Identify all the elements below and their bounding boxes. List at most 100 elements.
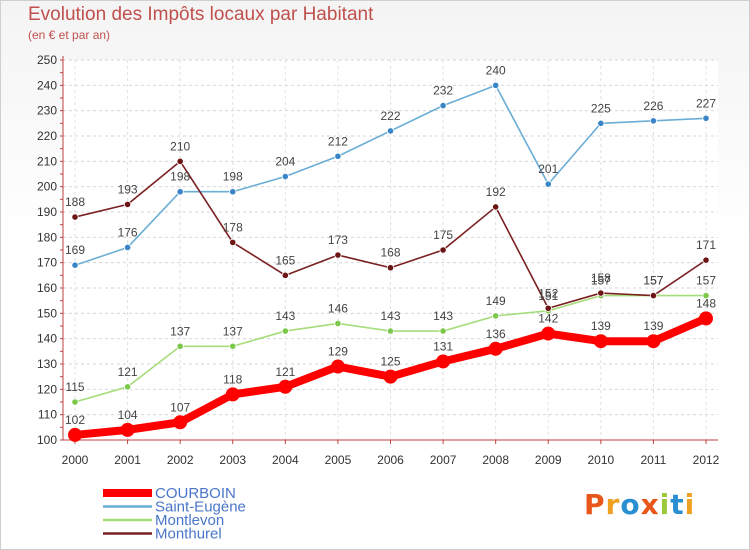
data-point-monthurel	[229, 238, 237, 246]
data-label-saint-eug-ne: 227	[696, 96, 716, 110]
data-label-courboin: 142	[538, 312, 558, 326]
y-tick-label: 180	[37, 230, 57, 244]
data-point-montlevon	[439, 327, 447, 335]
data-label-montlevon: 115	[65, 380, 84, 394]
data-point-saint-eug-ne	[334, 152, 342, 160]
data-label-montlevon: 149	[486, 294, 506, 308]
y-tick-label: 120	[37, 382, 57, 396]
logo-letter: x	[640, 488, 660, 521]
data-point-courboin	[330, 359, 345, 374]
y-tick-label: 240	[37, 78, 57, 92]
data-label-saint-eug-ne: 212	[328, 134, 348, 148]
y-tick-label: 140	[37, 332, 57, 346]
data-point-courboin	[225, 387, 240, 402]
y-tick-label: 250	[37, 53, 57, 67]
x-tick-label: 2011	[641, 453, 667, 467]
data-point-montlevon	[334, 319, 342, 328]
data-point-saint-eug-ne	[229, 188, 237, 196]
data-point-monthurel	[176, 157, 184, 165]
legend-label-courboin: COURBOIN	[155, 485, 236, 502]
data-label-saint-eug-ne: 225	[591, 101, 611, 115]
data-point-monthurel	[123, 200, 132, 208]
data-point-monthurel	[71, 213, 79, 221]
data-label-montlevon: 146	[328, 301, 348, 315]
legend-label-montlevon: Montlevon	[155, 512, 224, 529]
legend-label-monthurel: Monthurel	[155, 526, 222, 543]
data-label-saint-eug-ne: 198	[170, 170, 190, 184]
logo-letter: i	[659, 488, 671, 521]
y-tick-label: 110	[38, 408, 57, 422]
data-point-saint-eug-ne	[123, 243, 132, 252]
x-tick-label: 2004	[272, 453, 299, 467]
data-label-montlevon: 137	[170, 324, 190, 338]
data-label-courboin: 148	[696, 296, 716, 310]
data-label-monthurel: 158	[591, 271, 611, 285]
data-label-saint-eug-ne: 169	[65, 243, 85, 257]
data-point-monthurel	[386, 264, 395, 272]
x-tick-label: 2001	[114, 453, 141, 467]
data-point-saint-eug-ne	[544, 180, 552, 188]
axis-layer: 100 110 120 130 140 150 160 170 180 190 200 210 220 2…	[37, 53, 720, 467]
x-tick-label: 2010	[587, 453, 614, 467]
x-tick-label: 2009	[535, 453, 562, 467]
data-point-courboin	[646, 334, 661, 349]
y-tick-label: 200	[37, 180, 57, 194]
data-point-montlevon	[492, 312, 500, 320]
data-point-monthurel	[439, 246, 447, 254]
logo-letter: P	[584, 488, 606, 521]
data-label-courboin: 129	[328, 345, 348, 359]
data-point-montlevon	[229, 342, 237, 350]
data-point-montlevon	[702, 291, 710, 300]
y-tick-label: 170	[37, 256, 57, 270]
data-label-montlevon: 143	[275, 309, 295, 323]
data-point-monthurel	[544, 304, 552, 312]
data-label-saint-eug-ne: 226	[643, 99, 663, 113]
data-point-monthurel	[597, 289, 605, 297]
x-tick-label: 2005	[325, 453, 352, 467]
data-label-courboin: 136	[486, 327, 506, 341]
y-tick-label: 210	[37, 154, 57, 168]
data-point-saint-eug-ne	[439, 102, 447, 110]
data-label-saint-eug-ne: 240	[486, 63, 506, 77]
data-label-montlevon: 157	[643, 274, 663, 288]
data-label-monthurel: 210	[170, 139, 190, 153]
data-label-courboin: 107	[170, 400, 190, 414]
data-label-monthurel: 168	[380, 246, 400, 260]
y-tick-label: 190	[37, 205, 57, 219]
data-label-monthurel: 157	[643, 274, 663, 288]
data-point-monthurel	[334, 251, 342, 259]
data-label-courboin: 121	[275, 365, 295, 379]
y-tick-label: 160	[37, 281, 57, 295]
data-label-saint-eug-ne: 201	[538, 162, 558, 176]
data-label-montlevon: 143	[433, 309, 453, 323]
y-tick-label: 150	[37, 306, 57, 320]
data-label-layer: 102 104 107 118 121 129 125 131 136 142 139 139 148 1…	[65, 63, 716, 427]
data-point-monthurel	[649, 291, 658, 300]
data-label-montlevon: 157	[696, 274, 716, 288]
data-point-courboin	[436, 354, 451, 369]
data-label-montlevon: 157	[591, 274, 611, 288]
data-label-monthurel: 165	[275, 253, 295, 267]
data-label-monthurel: 178	[223, 220, 243, 234]
data-label-courboin: 125	[380, 355, 400, 369]
data-point-courboin	[541, 326, 556, 341]
data-label-saint-eug-ne: 176	[118, 225, 138, 239]
proxiti-logo: Proxiti	[584, 488, 695, 521]
x-tick-label: 2008	[482, 453, 509, 467]
data-point-monthurel	[492, 203, 500, 211]
data-point-saint-eug-ne	[71, 261, 79, 269]
y-tick-label: 100	[37, 433, 57, 447]
data-label-saint-eug-ne: 232	[433, 84, 453, 98]
logo-letter: i	[684, 488, 696, 521]
data-label-monthurel: 152	[538, 286, 558, 300]
data-point-montlevon	[386, 327, 395, 335]
data-point-courboin	[120, 422, 135, 437]
x-tick-label: 2002	[167, 453, 194, 467]
data-label-saint-eug-ne: 198	[223, 170, 243, 184]
data-label-monthurel: 175	[433, 228, 453, 242]
data-label-montlevon: 151	[538, 289, 558, 303]
data-label-courboin: 131	[433, 339, 453, 353]
data-point-montlevon	[71, 398, 79, 406]
legend-label-saint-eug-ne: Saint-Eugène	[155, 499, 246, 516]
data-label-monthurel: 193	[118, 182, 138, 196]
